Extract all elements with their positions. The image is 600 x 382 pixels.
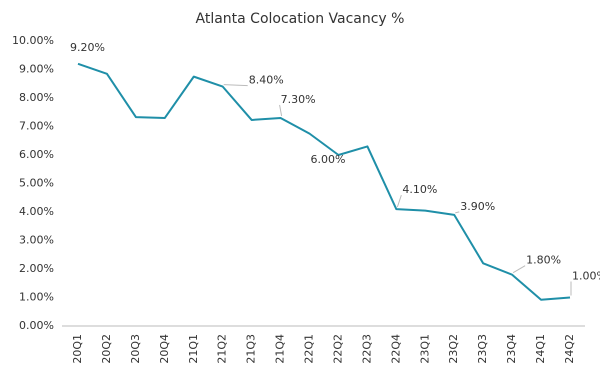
y-tick-label: 9.00% <box>19 63 54 76</box>
x-tick-label: 22Q1 <box>303 334 316 364</box>
x-tick-label: 23Q2 <box>447 334 460 364</box>
data-label: 7.30% <box>281 93 316 106</box>
x-tick-label: 21Q1 <box>187 334 200 364</box>
x-tick-label: 20Q2 <box>100 334 113 364</box>
data-label: 3.90% <box>460 200 495 213</box>
y-tick-label: 7.00% <box>19 120 54 133</box>
leader-line <box>455 211 460 214</box>
leader-line <box>279 104 283 117</box>
data-label: 1.80% <box>526 254 561 267</box>
x-tick-label: 20Q4 <box>158 334 171 364</box>
y-tick-label: 5.00% <box>19 177 54 190</box>
chart-title: Atlanta Colocation Vacancy % <box>196 11 405 27</box>
x-tick-label: 21Q4 <box>274 334 287 364</box>
y-tick-label: 8.00% <box>19 91 54 104</box>
x-tick-label: 22Q3 <box>360 334 373 364</box>
x-tick-label: 22Q4 <box>389 334 402 364</box>
x-tick-label: 24Q1 <box>534 334 547 364</box>
x-tick-label: 21Q2 <box>216 334 229 364</box>
y-tick-label: 1.00% <box>19 291 54 304</box>
x-tick-label: 24Q2 <box>563 334 576 364</box>
leader-line <box>396 194 402 208</box>
data-label: 1.00% <box>572 270 600 283</box>
y-tick-label: 10.00% <box>12 34 54 47</box>
data-label: 9.20% <box>70 41 105 54</box>
x-tick-label: 23Q4 <box>505 334 518 364</box>
data-label: 6.00% <box>310 153 345 166</box>
data-line <box>77 62 571 301</box>
leader-line <box>512 265 526 274</box>
data-label: 8.40% <box>249 74 284 87</box>
y-tick-label: 6.00% <box>19 148 54 161</box>
x-tick-label: 23Q3 <box>476 334 489 364</box>
x-tick-label: 20Q3 <box>129 334 142 364</box>
leader-line <box>223 84 248 87</box>
x-tick-label: 21Q3 <box>245 334 258 364</box>
y-tick-label: 3.00% <box>19 234 54 247</box>
x-tick-label: 20Q1 <box>71 334 84 364</box>
x-tick-label: 23Q1 <box>418 334 431 364</box>
x-tick-label: 22Q2 <box>331 334 344 364</box>
y-tick-label: 0.00% <box>19 319 54 332</box>
data-label: 4.10% <box>402 183 437 196</box>
y-tick-label: 2.00% <box>19 262 54 275</box>
y-tick-label: 4.00% <box>19 205 54 218</box>
